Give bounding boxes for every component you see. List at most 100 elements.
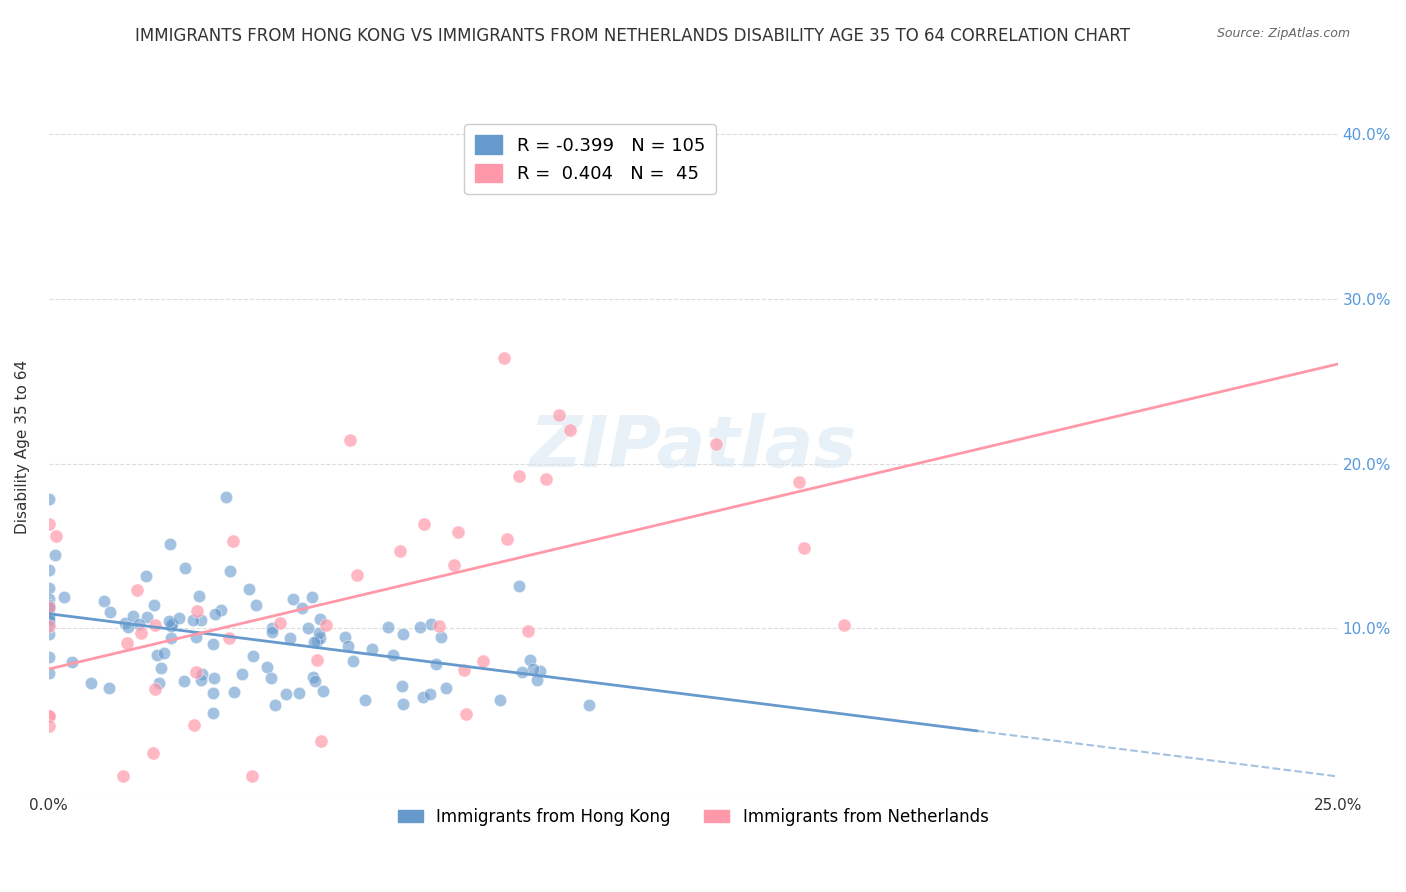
Immigrants from Netherlands bbox=[311, 734, 333, 748]
Immigrants from Hong Kong bbox=[425, 657, 447, 671]
Immigrants from Hong Kong bbox=[242, 649, 264, 664]
Immigrants from Hong Kong bbox=[98, 605, 121, 619]
Immigrants from Hong Kong bbox=[260, 621, 283, 635]
Immigrants from Hong Kong bbox=[201, 636, 224, 650]
Text: ZIPatlas: ZIPatlas bbox=[530, 413, 856, 482]
Immigrants from Hong Kong bbox=[190, 673, 212, 687]
Immigrants from Netherlands bbox=[240, 769, 263, 783]
Immigrants from Netherlands bbox=[125, 582, 148, 597]
Immigrants from Hong Kong bbox=[117, 620, 139, 634]
Immigrants from Netherlands bbox=[453, 663, 475, 677]
Immigrants from Netherlands bbox=[38, 517, 60, 532]
Immigrants from Netherlands bbox=[38, 709, 60, 723]
Immigrants from Netherlands bbox=[558, 423, 581, 437]
Immigrants from Hong Kong bbox=[304, 673, 326, 688]
Immigrants from Netherlands bbox=[315, 617, 337, 632]
Immigrants from Hong Kong bbox=[412, 690, 434, 704]
Immigrants from Hong Kong bbox=[135, 610, 157, 624]
Immigrants from Hong Kong bbox=[508, 579, 530, 593]
Immigrants from Hong Kong bbox=[342, 654, 364, 668]
Immigrants from Netherlands bbox=[454, 706, 477, 721]
Immigrants from Hong Kong bbox=[160, 616, 183, 631]
Immigrants from Netherlands bbox=[129, 626, 152, 640]
Immigrants from Netherlands bbox=[143, 617, 166, 632]
Immigrants from Netherlands bbox=[494, 351, 516, 365]
Immigrants from Hong Kong bbox=[202, 671, 225, 685]
Immigrants from Hong Kong bbox=[488, 693, 510, 707]
Immigrants from Hong Kong bbox=[280, 631, 302, 645]
Immigrants from Hong Kong bbox=[409, 620, 432, 634]
Immigrants from Hong Kong bbox=[256, 660, 278, 674]
Immigrants from Hong Kong bbox=[204, 607, 226, 621]
Immigrants from Hong Kong bbox=[38, 649, 60, 664]
Immigrants from Hong Kong bbox=[160, 618, 183, 632]
Immigrants from Hong Kong bbox=[260, 671, 283, 685]
Immigrants from Hong Kong bbox=[312, 683, 335, 698]
Immigrants from Netherlands bbox=[222, 534, 245, 549]
Immigrants from Hong Kong bbox=[309, 612, 332, 626]
Immigrants from Hong Kong bbox=[305, 634, 328, 648]
Immigrants from Hong Kong bbox=[519, 653, 541, 667]
Immigrants from Netherlands bbox=[704, 437, 727, 451]
Immigrants from Hong Kong bbox=[38, 600, 60, 615]
Immigrants from Hong Kong bbox=[391, 679, 413, 693]
Y-axis label: Disability Age 35 to 64: Disability Age 35 to 64 bbox=[15, 360, 30, 534]
Immigrants from Hong Kong bbox=[160, 631, 183, 645]
Immigrants from Netherlands bbox=[496, 532, 519, 546]
Immigrants from Hong Kong bbox=[181, 613, 204, 627]
Immigrants from Hong Kong bbox=[308, 625, 330, 640]
Immigrants from Netherlands bbox=[534, 472, 557, 486]
Immigrants from Hong Kong bbox=[264, 698, 287, 712]
Immigrants from Hong Kong bbox=[135, 569, 157, 583]
Immigrants from Netherlands bbox=[115, 635, 138, 649]
Immigrants from Hong Kong bbox=[38, 592, 60, 607]
Immigrants from Hong Kong bbox=[309, 631, 332, 645]
Immigrants from Netherlands bbox=[412, 516, 434, 531]
Immigrants from Hong Kong bbox=[201, 686, 224, 700]
Immigrants from Netherlands bbox=[38, 719, 60, 733]
Immigrants from Hong Kong bbox=[148, 676, 170, 690]
Immigrants from Hong Kong bbox=[38, 616, 60, 631]
Immigrants from Hong Kong bbox=[333, 631, 356, 645]
Immigrants from Netherlands bbox=[339, 433, 361, 447]
Immigrants from Hong Kong bbox=[159, 537, 181, 551]
Immigrants from Netherlands bbox=[787, 475, 810, 489]
Immigrants from Hong Kong bbox=[274, 687, 297, 701]
Immigrants from Hong Kong bbox=[238, 582, 260, 596]
Immigrants from Hong Kong bbox=[191, 667, 214, 681]
Immigrants from Hong Kong bbox=[173, 674, 195, 689]
Immigrants from Hong Kong bbox=[38, 608, 60, 623]
Immigrants from Netherlands bbox=[45, 529, 67, 543]
Immigrants from Hong Kong bbox=[38, 563, 60, 577]
Immigrants from Hong Kong bbox=[38, 610, 60, 624]
Immigrants from Hong Kong bbox=[578, 698, 600, 712]
Immigrants from Netherlands bbox=[38, 619, 60, 633]
Immigrants from Netherlands bbox=[446, 524, 468, 539]
Immigrants from Hong Kong bbox=[231, 667, 253, 681]
Immigrants from Hong Kong bbox=[38, 598, 60, 612]
Immigrants from Hong Kong bbox=[53, 590, 76, 604]
Immigrants from Hong Kong bbox=[80, 675, 103, 690]
Immigrants from Hong Kong bbox=[297, 621, 319, 635]
Immigrants from Hong Kong bbox=[219, 564, 242, 578]
Immigrants from Hong Kong bbox=[98, 681, 121, 696]
Immigrants from Hong Kong bbox=[301, 590, 323, 604]
Immigrants from Hong Kong bbox=[38, 666, 60, 681]
Immigrants from Hong Kong bbox=[224, 685, 246, 699]
Immigrants from Hong Kong bbox=[38, 602, 60, 616]
Immigrants from Hong Kong bbox=[287, 685, 309, 699]
Immigrants from Hong Kong bbox=[262, 624, 284, 639]
Immigrants from Hong Kong bbox=[211, 603, 233, 617]
Immigrants from Hong Kong bbox=[281, 591, 304, 606]
Text: Source: ZipAtlas.com: Source: ZipAtlas.com bbox=[1216, 27, 1350, 40]
Text: IMMIGRANTS FROM HONG KONG VS IMMIGRANTS FROM NETHERLANDS DISABILITY AGE 35 TO 64: IMMIGRANTS FROM HONG KONG VS IMMIGRANTS … bbox=[135, 27, 1130, 45]
Immigrants from Hong Kong bbox=[188, 589, 211, 603]
Immigrants from Hong Kong bbox=[142, 599, 165, 613]
Immigrants from Hong Kong bbox=[60, 655, 83, 669]
Immigrants from Hong Kong bbox=[526, 673, 548, 688]
Immigrants from Hong Kong bbox=[114, 616, 136, 631]
Immigrants from Hong Kong bbox=[430, 630, 453, 644]
Immigrants from Hong Kong bbox=[201, 706, 224, 720]
Immigrants from Hong Kong bbox=[382, 648, 405, 662]
Immigrants from Hong Kong bbox=[145, 648, 167, 662]
